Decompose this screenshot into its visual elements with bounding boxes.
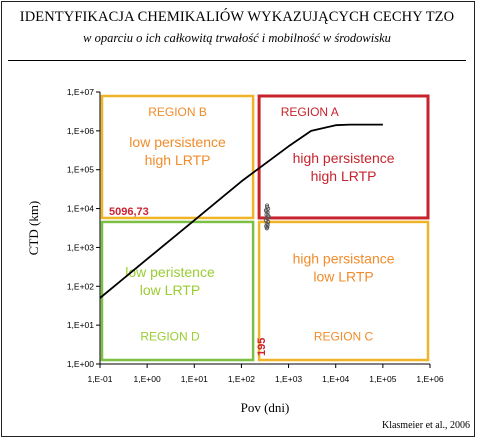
y-tick-label: 1,E+06: [67, 126, 94, 136]
figure-title: IDENTYFIKACJA CHEMIKALIÓW WYKAZUJĄCYCH C…: [19, 9, 455, 25]
region-a-desc-line: high persistence: [293, 150, 395, 166]
scatter-point: [265, 213, 270, 218]
threshold-x-label: 195: [256, 338, 268, 356]
y-axis-label: CTD (km): [26, 201, 41, 256]
region-d-title: REGION D: [140, 329, 200, 343]
x-tick-label: 1,E-01: [87, 374, 112, 384]
x-ticks-layer: 1,E-01 1,E+00 1,E+01 1,E+02 1,E+03 1,E+04 1,E+…: [87, 364, 444, 384]
scatter-point: [264, 226, 269, 231]
y-tick-label: 1,E+03: [67, 242, 94, 252]
y-tick-label: 1,E+01: [67, 320, 94, 330]
region-c-desc-line: low LRTP: [313, 268, 373, 284]
x-tick-label: 1,E+02: [228, 374, 255, 384]
y-ticks-layer: 1,E+00 1,E+01 1,E+02 1,E+03 1,E+04 1,E+05 1,E+…: [67, 87, 100, 369]
x-tick-label: 1,E+05: [369, 374, 396, 384]
threshold-y-label: 5096,73: [109, 206, 149, 218]
region-a-box: [257, 94, 430, 220]
y-tick-label: 1,E+05: [67, 165, 94, 175]
y-tick-label: 1,E+04: [67, 204, 94, 214]
x-tick-label: 1,E+01: [181, 374, 208, 384]
region-b-title: REGION B: [148, 105, 207, 119]
scatter-point: [264, 209, 269, 214]
x-axis-label: Pov (dni): [241, 400, 290, 415]
series-layer: [99, 123, 383, 299]
figure-subtitle: w oparciu o ich całkowitą trwałość i mob…: [83, 31, 391, 45]
series-line: [99, 123, 383, 299]
source-credit: Klasmeier et al., 2006: [381, 420, 470, 431]
region-d-box: [100, 220, 255, 362]
region-c-title: REGION C: [314, 329, 374, 343]
scatter-point: [265, 204, 270, 209]
region-c-box: [257, 220, 430, 362]
region-b-desc-line: low persistence: [129, 134, 226, 150]
region-d-desc-line: low LRTP: [140, 282, 200, 298]
region-b-box: [100, 94, 255, 220]
x-tick-label: 1,E+06: [416, 374, 443, 384]
region-a-title: REGION A: [281, 105, 339, 119]
x-tick-label: 1,E+04: [322, 374, 349, 384]
y-tick-label: 1,E+07: [67, 87, 94, 97]
y-tick-label: 1,E+02: [67, 281, 94, 291]
axes-layer: [99, 92, 430, 365]
region-c-desc-line: high persistance: [293, 250, 395, 266]
title-divider: [8, 60, 466, 61]
scatter-cluster-layer: [263, 203, 271, 231]
y-tick-label: 1,E+00: [67, 359, 94, 369]
region-d-desc-line: low peristence: [125, 264, 215, 280]
x-tick-label: 1,E+03: [275, 374, 302, 384]
region-b-desc-line: high LRTP: [145, 152, 211, 168]
thresholds-layer: 195 5096,73: [109, 206, 268, 356]
regions-layer: REGION A high persistence high LRTP REGION …: [100, 94, 430, 362]
region-a-desc-line: high LRTP: [311, 168, 377, 184]
x-tick-label: 1,E+00: [134, 374, 161, 384]
